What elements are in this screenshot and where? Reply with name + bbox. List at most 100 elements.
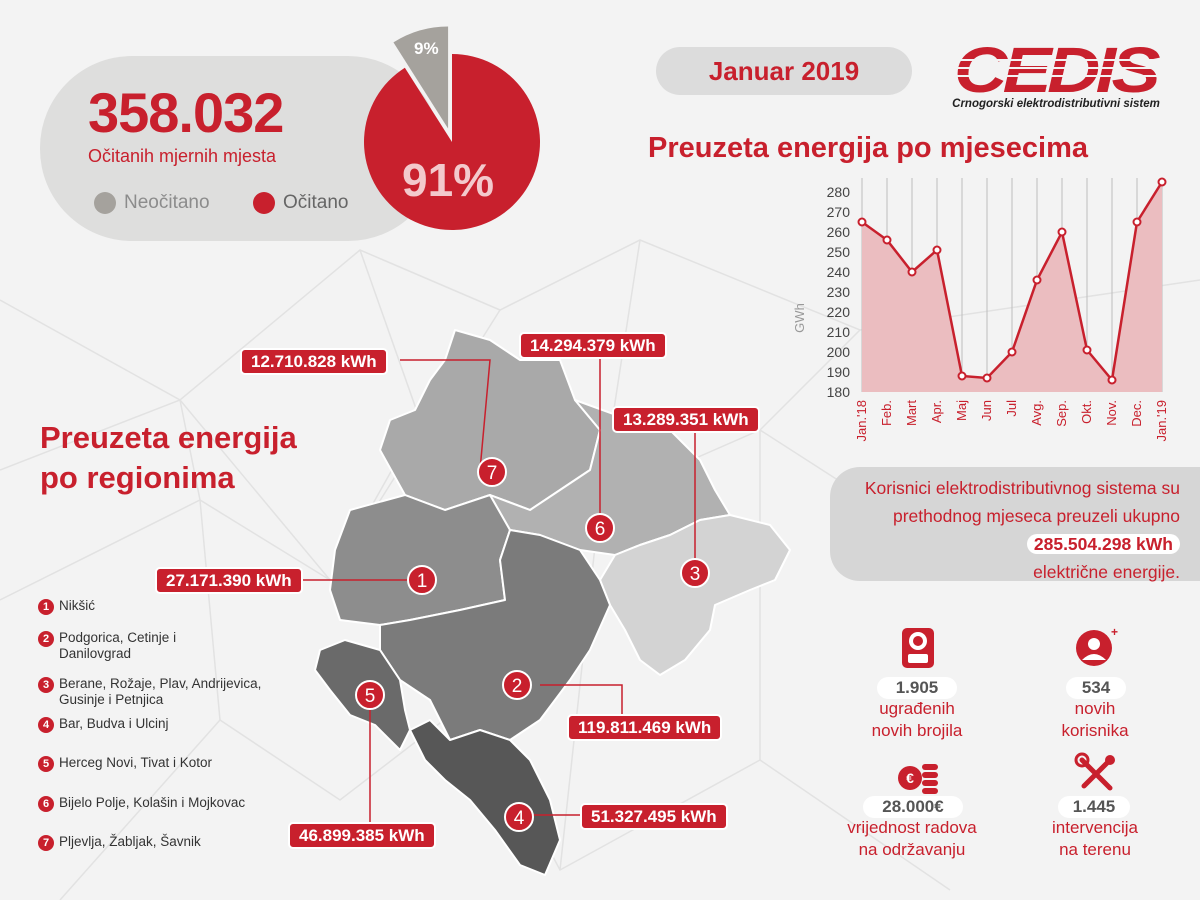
svg-text:3: 3: [690, 564, 701, 585]
tools-icon: [1074, 752, 1115, 791]
kwh-label-region-1: 27.171.390 kWh: [155, 567, 303, 594]
region-list-num: 5: [38, 756, 54, 772]
y-axis-label: GWh: [792, 303, 807, 333]
x-tick-label: Mart: [904, 400, 919, 426]
data-point: [1007, 347, 1017, 357]
map-marker-6: 6: [585, 513, 615, 543]
new-user-icon: +: [1076, 626, 1118, 666]
summary-text: Korisnici elektrodistributivnog sistema …: [836, 474, 1180, 586]
legend-read-dot: [253, 192, 275, 214]
legend-unread: Neočitano: [94, 192, 210, 214]
y-tick-label: 250: [827, 244, 851, 260]
region-list-item-7: 7 Pljevlja, Žabljak, Šavnik: [38, 834, 298, 851]
monthly-energy-chart: 180 190 200 210 220 230 240 250 260 270 280 Jan.'1…: [792, 177, 1169, 442]
map-marker-5: 5: [355, 680, 385, 710]
kwh-label-region-3: 13.289.351 kWh: [612, 406, 760, 433]
region-list-name: Bijelo Polje, Kolašin i Mojkovac: [59, 795, 246, 810]
stat-value-users: 534: [1066, 677, 1126, 699]
kwh-label-region-2: 119.811.469 kWh: [567, 714, 723, 741]
regions-title-line1: Preuzeta energija: [40, 420, 297, 455]
data-point: [882, 235, 892, 245]
x-tick-label: Jun: [979, 400, 994, 421]
coins-icon: €: [898, 764, 938, 794]
summary-total-value: 285.504.298 kWh: [1026, 534, 1180, 554]
logo-tagline: Crnogorski elektrodistributivni sistem: [952, 98, 1160, 110]
svg-text:+: +: [1111, 626, 1118, 639]
regions-title-line2: po regionima: [40, 460, 235, 495]
pie-slice-unread: [393, 26, 449, 129]
map-marker-3: 3: [680, 558, 710, 588]
y-tick-label: 210: [827, 324, 851, 340]
data-point: [1057, 227, 1067, 237]
region-list-name: Nikšić: [59, 598, 95, 613]
data-point: [1157, 177, 1167, 187]
kwh-label-region-7: 12.710.828 kWh: [240, 348, 388, 375]
summary-text-after: električne energije.: [1033, 562, 1180, 582]
svg-text:4: 4: [514, 808, 525, 829]
summary-band: [830, 467, 1200, 581]
map-marker-7: 7: [477, 457, 507, 487]
region-list-item-3: 3 Berane, Rožaje, Plav, Andrijevica, Gusi…: [38, 676, 263, 708]
y-tick-label: 260: [827, 224, 851, 240]
kwh-label-region-4: 51.327.495 kWh: [580, 803, 728, 830]
map-region-2: [379, 529, 611, 741]
stat-value-interventions: 1.445: [1058, 796, 1130, 818]
data-point: [957, 371, 967, 381]
meter-icon: [902, 628, 934, 668]
region-list-item-1: 1 Nikšić: [38, 598, 298, 615]
y-tick-label: 220: [827, 304, 851, 320]
x-tick-label: Apr.: [929, 400, 944, 423]
data-point: [1132, 217, 1142, 227]
data-point: [932, 245, 942, 255]
data-point: [1107, 375, 1117, 385]
x-tick-label: Okt.: [1079, 400, 1094, 424]
x-tick-label: Sep.: [1054, 400, 1069, 427]
x-tick-label: Maj: [954, 400, 969, 421]
stat-label-interventions: intervencija na terenu: [1052, 818, 1138, 859]
svg-text:€: €: [906, 770, 914, 786]
region-list-num: 2: [38, 631, 54, 647]
x-tick-label: Nov.: [1104, 400, 1119, 426]
map-region-4: [409, 719, 561, 876]
map-marker-2: 2: [502, 670, 532, 700]
stat-value-maintenance: 28.000€: [863, 796, 963, 818]
svg-text:1: 1: [417, 571, 428, 592]
svg-text:6: 6: [595, 519, 606, 540]
kwh-label-region-5: 46.899.385 kWh: [288, 822, 436, 849]
legend-unread-label: Neočitano: [124, 192, 210, 213]
svg-text:CEDIS: CEDIS: [954, 34, 1160, 106]
series-area: [862, 182, 1162, 392]
pie-label-unread: 9%: [414, 39, 439, 58]
region-list-name: Bar, Budva i Ulcinj: [59, 716, 169, 731]
region-list-name: Berane, Rožaje, Plav, Andrijevica, Gusin…: [59, 676, 262, 707]
data-point: [857, 217, 867, 227]
data-point: [982, 373, 992, 383]
region-list-item-5: 5 Herceg Novi, Tivat i Kotor: [38, 755, 298, 772]
x-tick-label: Feb.: [879, 400, 894, 426]
y-tick-label: 230: [827, 284, 851, 300]
regions-title: Preuzeta energija po regionima: [40, 418, 297, 498]
region-list-num: 7: [38, 835, 54, 851]
stat-label-users: novih korisnika: [1061, 699, 1129, 740]
reading-label: Očitanih mjernih mjesta: [88, 146, 277, 166]
y-tick-label: 190: [827, 364, 851, 380]
region-list-name: Podgorica, Cetinje i Danilovgrad: [59, 630, 177, 661]
reading-pie-chart: 9% 91%: [364, 26, 540, 230]
y-tick-label: 240: [827, 264, 851, 280]
y-tick-label: 180: [827, 384, 851, 400]
report-date: Januar 2019: [656, 47, 912, 95]
x-tick-label: Jul: [1004, 400, 1019, 417]
pie-slice-read: [364, 54, 540, 230]
data-point: [1032, 275, 1042, 285]
region-list-item-6: 6 Bijelo Polje, Kolašin i Mojkovac: [38, 795, 298, 812]
summary-text-before: Korisnici elektrodistributivnog sistema …: [864, 478, 1180, 526]
kwh-label-region-6: 14.294.379 kWh: [519, 332, 667, 359]
data-point: [1082, 345, 1092, 355]
legend-read-label: Očitano: [283, 192, 349, 213]
x-tick-label: Jan.'19: [1154, 400, 1169, 442]
stat-value-meters: 1.905: [877, 677, 957, 699]
region-list-num: 1: [38, 599, 54, 615]
svg-text:2: 2: [512, 676, 523, 697]
stat-label-meters: ugrađenih novih brojila: [871, 699, 963, 740]
montenegro-region-map: 1 2 3 4 5 6 7: [280, 329, 791, 876]
